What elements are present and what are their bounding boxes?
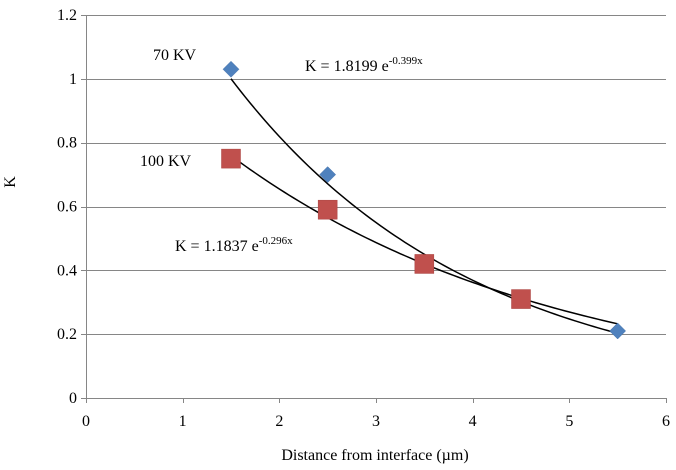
- y-axis-title: K: [2, 176, 19, 188]
- equation-70kv-exponent: -0.399x: [389, 55, 423, 67]
- point-series1-3: [511, 289, 531, 309]
- trendline-0: [230, 78, 618, 335]
- point-series0-2: [609, 322, 627, 340]
- trendlines: [230, 78, 618, 335]
- series-label-100kv: 100 KV: [140, 153, 192, 170]
- x-tick-label-1: 1: [179, 413, 187, 430]
- x-axis-title: Distance from interface (µm): [281, 447, 468, 464]
- y-tick-label-5: 1: [69, 71, 77, 88]
- point-series1-0: [221, 148, 241, 169]
- x-tick-label-6: 6: [662, 413, 670, 430]
- gridlines: [86, 15, 666, 335]
- x-tick-label-5: 5: [565, 413, 573, 430]
- point-series1-1: [317, 199, 338, 220]
- data-points: [221, 60, 627, 340]
- series-label-70kv: 70 KV: [153, 47, 197, 64]
- y-tick-label-1: 0.2: [57, 326, 77, 343]
- x-tick-label-4: 4: [469, 413, 477, 430]
- y-tick-label-2: 0.4: [57, 262, 77, 279]
- axes: [81, 15, 667, 403]
- y-tick-label-3: 0.6: [57, 199, 77, 216]
- point-series1-2: [414, 254, 435, 274]
- y-tick-label-0: 0: [69, 390, 77, 407]
- x-tick-label-0: 0: [82, 413, 90, 430]
- x-tick-label-3: 3: [372, 413, 380, 430]
- y-tick-label-6: 1.2: [57, 7, 77, 24]
- trendline-equation-70kv: K = 1.8199 e-0.399x: [305, 55, 423, 75]
- point-series0-1: [319, 166, 337, 183]
- equation-100kv-base: K = 1.1837 e: [175, 238, 259, 255]
- point-series0-0: [222, 60, 240, 78]
- equation-70kv-base: K = 1.8199 e: [305, 58, 389, 75]
- x-tick-label-2: 2: [275, 413, 283, 430]
- tick-labels: 0 0.2 0.4 0.6 0.8 1 1.2 0 1 2 3 4 5 6: [57, 7, 670, 430]
- equation-100kv-exponent: -0.296x: [259, 235, 293, 247]
- y-tick-label-4: 0.8: [57, 135, 77, 152]
- trendline-equation-100kv: K = 1.1837 e-0.296x: [175, 235, 293, 255]
